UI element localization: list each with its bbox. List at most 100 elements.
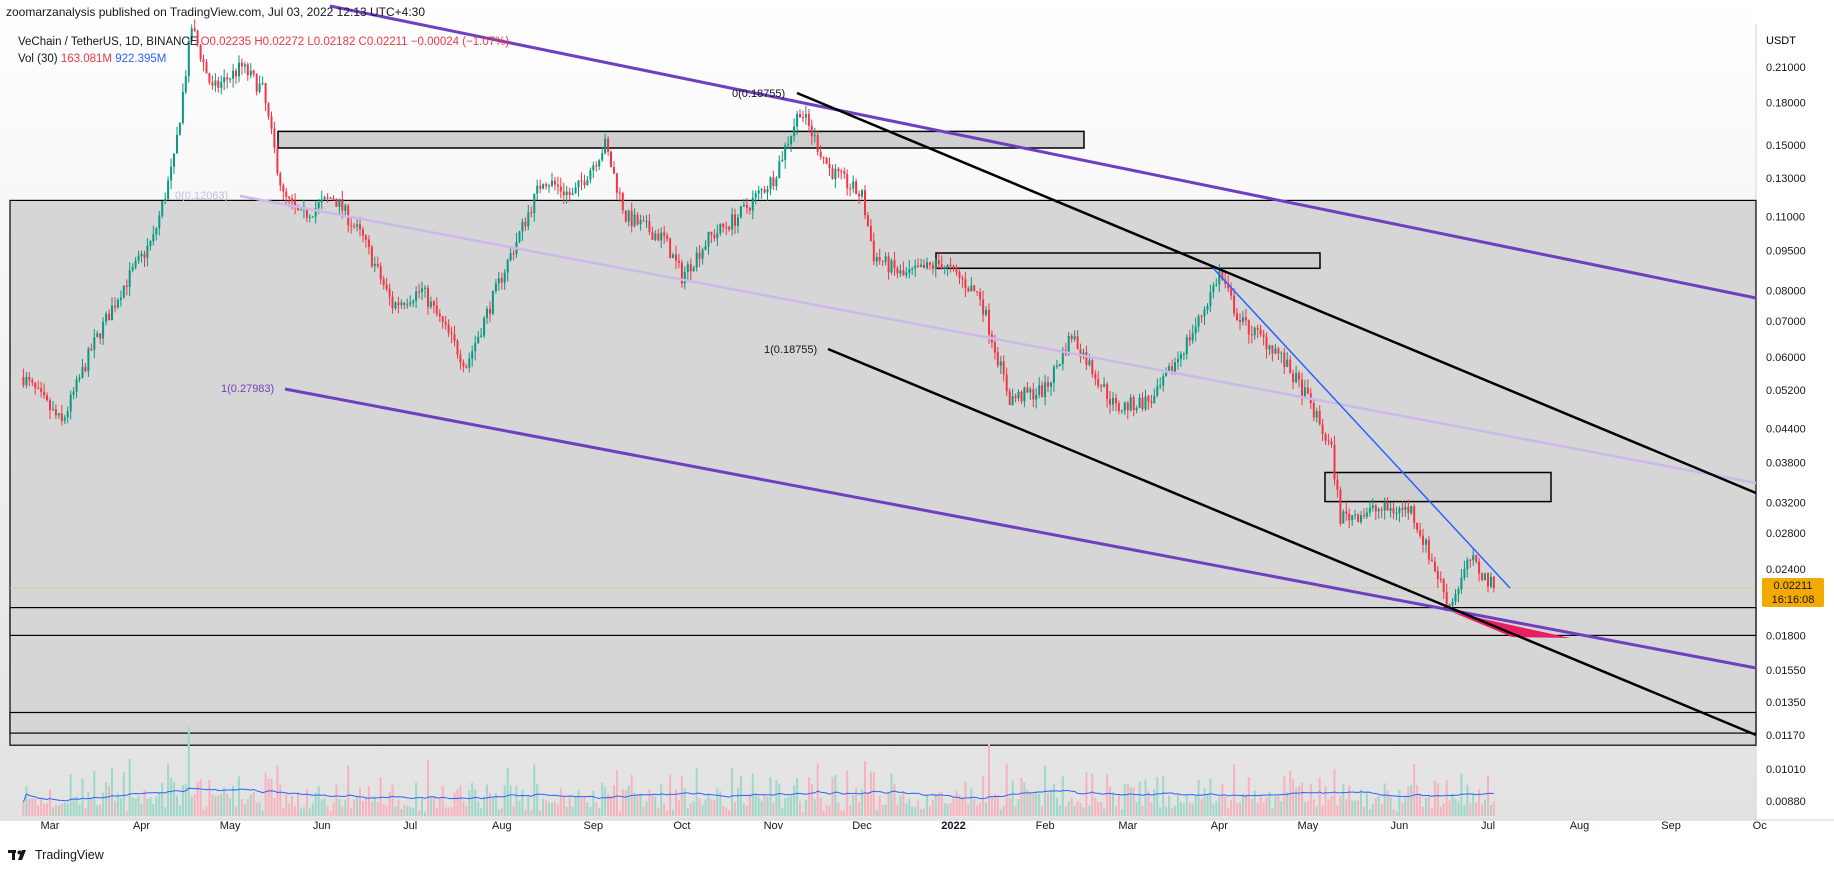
candle-body: [397, 302, 400, 305]
volume-bar: [1067, 801, 1070, 816]
volume-bar: [1117, 794, 1120, 816]
legend-symbol[interactable]: VeChain / TetherUS, 1D, BINANCE: [18, 36, 198, 48]
volume-bar: [302, 807, 305, 816]
volume-bar: [34, 798, 37, 816]
volume-bar: [970, 788, 973, 816]
tradingview-brand[interactable]: TradingView: [8, 848, 104, 862]
volume-bar: [799, 801, 801, 816]
candle-body: [465, 366, 468, 368]
candle-body: [722, 223, 725, 227]
candle-body: [1032, 389, 1035, 400]
candle-body: [1436, 571, 1439, 579]
candle-body: [1303, 387, 1306, 398]
candle-body: [359, 224, 361, 230]
volume-bar: [1179, 801, 1182, 816]
volume-bar: [1348, 785, 1351, 816]
candle-body: [804, 113, 807, 118]
candle-body: [657, 233, 660, 241]
resistance-zone-upper: [277, 130, 1085, 149]
candle-body: [111, 305, 113, 321]
trend-channels[interactable]: [239, 4, 1757, 737]
candle-body: [551, 180, 553, 186]
candle-body: [754, 193, 757, 198]
volume-bar: [474, 789, 477, 816]
volume-bar: [881, 805, 884, 816]
publisher-header: zoomarzanalysis published on TradingView…: [6, 5, 426, 19]
volume-bar: [1239, 803, 1241, 816]
candle-body: [223, 77, 226, 83]
legend-volume-label[interactable]: Vol (30): [18, 53, 58, 65]
time-tick-label: Oc: [1753, 820, 1768, 832]
candle-body: [675, 254, 677, 261]
candle-body: [122, 285, 125, 298]
volume-bar: [1487, 775, 1489, 816]
candle-body: [1472, 555, 1475, 561]
volume-bar: [775, 780, 778, 816]
candle-body: [580, 180, 583, 182]
volume-bar: [317, 786, 320, 816]
candle-body: [615, 173, 618, 193]
candle-body: [931, 264, 934, 269]
volume-bar: [657, 808, 660, 816]
candle-body: [677, 260, 680, 263]
volume-bar: [946, 803, 949, 816]
candle-body: [1188, 337, 1191, 341]
candle-body: [1227, 283, 1230, 289]
time-tick-label: May: [220, 820, 241, 832]
candle-body: [43, 391, 46, 396]
price-tick-label: 0.01550: [1766, 665, 1806, 677]
candle-body: [748, 207, 751, 211]
volume-bar: [1295, 787, 1298, 816]
volume-bar: [323, 798, 326, 816]
volume-bar: [559, 788, 562, 816]
volume-bar: [1451, 793, 1454, 816]
candle-body: [1185, 337, 1188, 354]
candle-body: [887, 256, 890, 273]
price-axis-background: [1756, 0, 1834, 820]
candle-body: [78, 377, 81, 380]
volume-bar: [1345, 799, 1348, 816]
candle-body: [846, 174, 849, 189]
volume-bar: [119, 798, 122, 816]
volume-bar: [75, 796, 78, 816]
candle-body: [896, 268, 899, 274]
volume-bar: [996, 796, 999, 816]
volume-bar: [825, 804, 828, 816]
candle-body: [796, 114, 799, 127]
volume-bar: [1029, 792, 1032, 816]
volume-bar: [533, 764, 536, 816]
volume-bar: [793, 785, 796, 816]
volume-bar: [347, 765, 350, 816]
candle-body: [964, 279, 967, 289]
candle-body: [1298, 373, 1300, 380]
candle-body: [669, 238, 672, 258]
volume-bar: [69, 774, 72, 816]
volume-bar: [367, 786, 370, 816]
price-tick-label: 0.02400: [1766, 564, 1806, 576]
candle-body: [388, 288, 391, 297]
volume-bar: [1218, 796, 1221, 816]
candle-body: [394, 302, 397, 309]
candle-body: [651, 231, 654, 240]
candle-body: [1014, 396, 1017, 399]
volume-bar: [598, 808, 601, 816]
time-tick-label: Aug: [492, 820, 512, 832]
candle-body: [427, 287, 429, 307]
volume-bar: [1442, 803, 1445, 816]
volume-bar: [273, 798, 276, 816]
volume-bar: [52, 807, 54, 816]
volume-bar: [677, 800, 680, 816]
volume-bar: [1011, 780, 1014, 816]
volume-bar: [370, 801, 373, 816]
volume-bar: [595, 802, 598, 816]
candle-body: [707, 231, 710, 247]
candle-body: [1117, 403, 1120, 412]
candlesticks: [22, 19, 1495, 612]
volume-bar: [111, 767, 113, 816]
volume-bar: [1419, 793, 1422, 816]
candle-body: [205, 62, 208, 74]
candle-body: [542, 184, 545, 189]
candle-body: [435, 305, 438, 314]
volume-bar: [527, 796, 530, 816]
